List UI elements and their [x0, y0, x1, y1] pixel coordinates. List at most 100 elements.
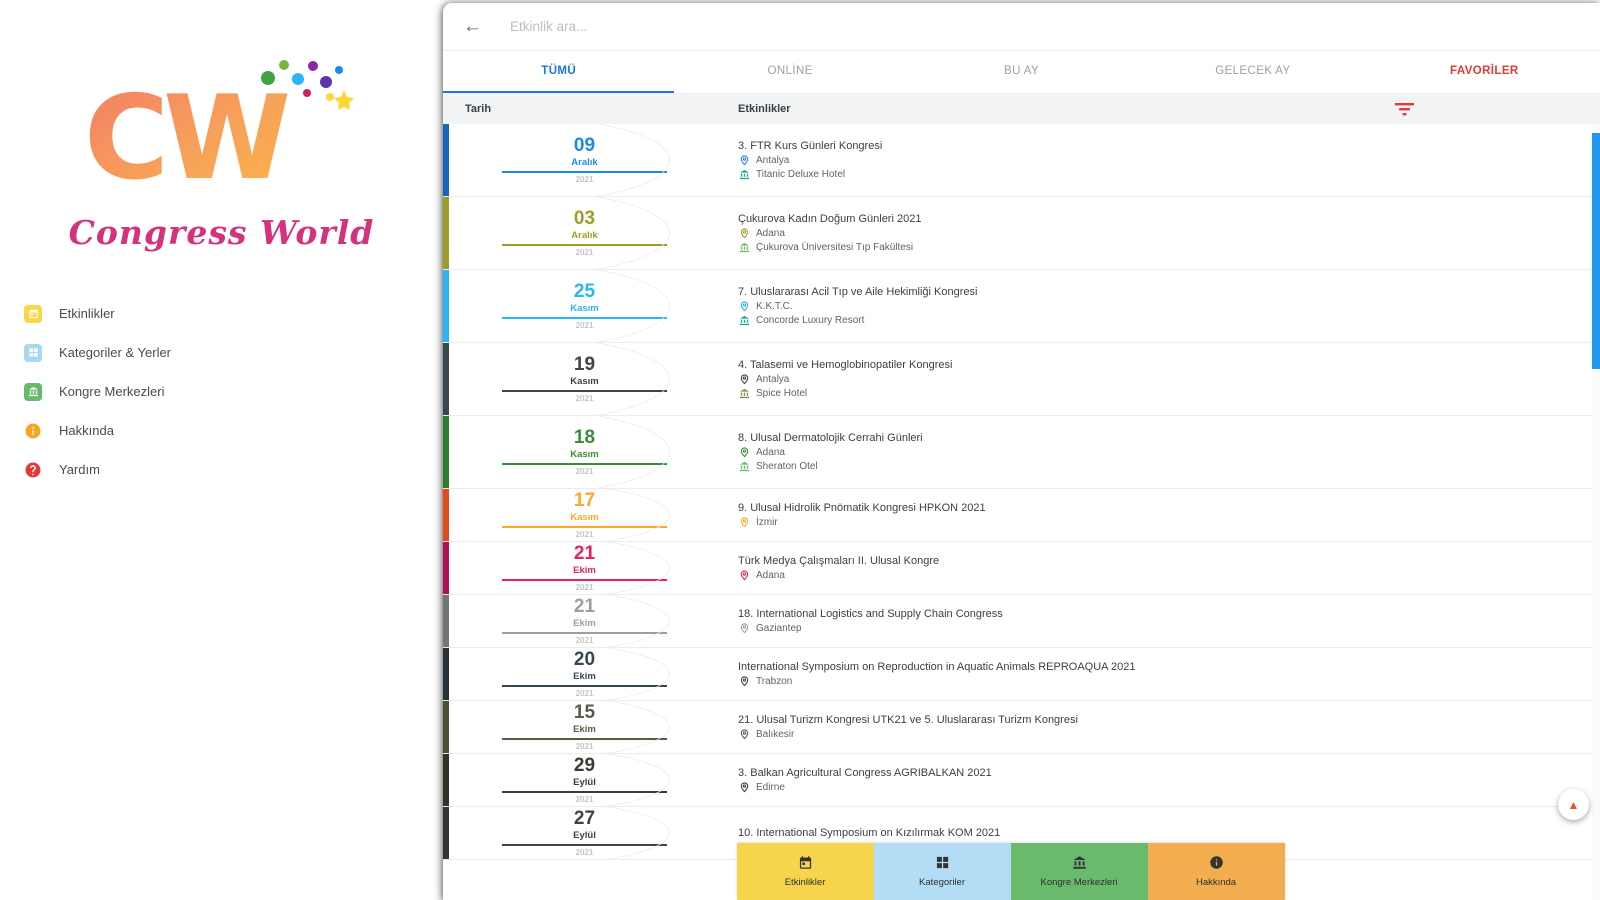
event-info: 10. International Symposium on Kızılırma… [720, 807, 1592, 859]
event-color-bar [443, 754, 449, 806]
event-venue: Spice Hotel [738, 388, 1582, 399]
event-color-bar [443, 542, 449, 594]
tab-favoriler[interactable]: FAVORİLER [1450, 65, 1519, 77]
sidebar-item-label: Kategoriler & Yerler [59, 345, 172, 360]
date-underline [502, 685, 667, 687]
event-year: 2021 [575, 530, 594, 539]
event-date: 20 Ekim 2021 [449, 648, 720, 700]
event-location: Edirne [738, 782, 1582, 793]
scrollbar-thumb[interactable] [1592, 133, 1600, 369]
sidebar-item-kategoriler-yerler[interactable]: Kategoriler & Yerler [24, 333, 443, 372]
filter-icon[interactable] [1394, 102, 1415, 117]
date-underline [502, 171, 667, 173]
back-arrow-icon[interactable]: ← [463, 16, 482, 37]
date-underline [502, 791, 667, 793]
event-venue-name: Sheraton Otel [756, 461, 818, 472]
event-city: Trabzon [756, 676, 793, 687]
event-color-bar [443, 489, 449, 541]
event-month: Kasım [570, 449, 599, 460]
location-pin-icon [738, 228, 750, 239]
location-pin-icon [738, 155, 750, 166]
sidebar-item-hakkinda[interactable]: Hakkında [24, 411, 443, 450]
scrollbar[interactable] [1592, 124, 1600, 900]
event-month: Eylül [573, 830, 596, 841]
date-underline [502, 526, 667, 528]
event-title: 21. Ulusal Turizm Kongresi UTK21 ve 5. U… [738, 714, 1078, 726]
categories-icon [935, 855, 950, 873]
event-month: Ekim [573, 671, 596, 682]
bottom-nav-kategoriler[interactable]: Kategoriler [873, 843, 1011, 900]
table-header: Tarih Etkinlikler [443, 94, 1600, 124]
event-row[interactable]: 19 Kasım 2021 4. Talasemi ve Hemoglobinopat… [443, 343, 1592, 416]
sidebar-item-etkinlikler[interactable]: Etkinlikler [24, 294, 443, 333]
event-city: Edirne [756, 782, 785, 793]
centers-icon [24, 382, 42, 401]
event-month: Eylül [573, 777, 596, 788]
event-color-bar [443, 343, 449, 415]
event-title: 10. International Symposium on Kızılırma… [738, 827, 1001, 839]
event-venue-name: Concorde Luxury Resort [756, 315, 865, 326]
event-month: Aralık [571, 157, 598, 168]
event-row[interactable]: 29 Eylül 2021 3. Balkan Agricultural Congre… [443, 754, 1592, 807]
event-day: 09 [573, 135, 596, 156]
location-pin-icon [738, 301, 750, 312]
event-location: Antalya [738, 155, 1582, 166]
event-row[interactable]: 25 Kasım 2021 7. Uluslararası Acil Tıp ve A… [443, 270, 1592, 343]
event-row[interactable]: 18 Kasım 2021 8. Ulusal Dermatolojik Cerrah… [443, 416, 1592, 489]
date-underline [502, 317, 667, 319]
sidebar-item-label: Yardım [59, 462, 100, 477]
tab-tumu[interactable]: TÜMÜ [443, 51, 675, 93]
event-row[interactable]: 09 Aralık 2021 3. FTR Kurs Günleri Kongresi… [443, 124, 1592, 197]
event-date: 21 Ekim 2021 [449, 542, 720, 594]
venue-building-icon [738, 169, 750, 180]
event-day: 21 [573, 596, 596, 617]
event-row[interactable]: 03 Aralık 2021 Çukurova Kadın Doğum Günleri… [443, 197, 1592, 270]
bottom-nav-etkinlikler[interactable]: Etkinlikler [736, 843, 874, 900]
event-month: Ekim [573, 618, 596, 629]
world-map-dots [260, 60, 354, 110]
event-row[interactable]: 27 Eylül 2021 10. International Symposium o… [443, 807, 1592, 860]
sidebar-item-yardim[interactable]: Yardım [24, 450, 443, 489]
bottom-nav-label: Kongre Merkezleri [1040, 877, 1118, 888]
bottom-nav-hakkinda[interactable]: Hakkında [1147, 843, 1285, 900]
event-month: Aralık [571, 230, 598, 241]
event-date: 15 Ekim 2021 [449, 701, 720, 753]
event-row[interactable]: 21 Ekim 2021 18. International Logistics an… [443, 595, 1592, 648]
event-year: 2021 [575, 742, 594, 751]
event-city: Gaziantep [756, 623, 802, 634]
tab-bu-ay[interactable]: BU AY [1004, 65, 1040, 77]
bottom-nav-kongre-merkezleri[interactable]: Kongre Merkezleri [1010, 843, 1148, 900]
date-underline [502, 463, 667, 465]
date-underline [502, 844, 667, 846]
event-title: 8. Ulusal Dermatolojik Cerrahi Günleri [738, 432, 923, 444]
event-info: Çukurova Kadın Doğum Günleri 2021 Adana Çu… [720, 197, 1592, 269]
event-row[interactable]: 21 Ekim 2021 Türk Medya Çalışmaları II. Ulu… [443, 542, 1592, 595]
tab-online[interactable]: ONLİNE [767, 65, 813, 77]
date-underline [502, 244, 667, 246]
location-pin-icon [738, 729, 750, 740]
sidebar-item-kongre-merkezleri[interactable]: Kongre Merkezleri [24, 372, 443, 411]
event-row[interactable]: 15 Ekim 2021 21. Ulusal Turizm Kongresi UTK… [443, 701, 1592, 754]
location-pin-icon [738, 676, 750, 687]
event-info: 18. International Logistics and Supply C… [720, 595, 1592, 647]
search-input[interactable] [508, 18, 1580, 35]
events-icon [798, 855, 813, 873]
event-venue: Çukurova Üniversitesi Tıp Fakültesi [738, 242, 1582, 253]
event-row[interactable]: 20 Ekim 2021 International Symposium on Rep… [443, 648, 1592, 701]
events-panel: ← TÜMÜ ONLİNE BU AY GELECEK AY FAVORİLER Tar… [443, 3, 1600, 900]
event-title: 3. FTR Kurs Günleri Kongresi [738, 140, 883, 152]
event-city: Antalya [756, 374, 790, 385]
about-icon [24, 422, 42, 440]
search-bar: ← [443, 3, 1600, 51]
event-day: 18 [573, 427, 596, 448]
event-year: 2021 [575, 848, 594, 857]
event-row[interactable]: 17 Kasım 2021 9. Ulusal Hidrolik Pnömatik K… [443, 489, 1592, 542]
tab-gelecek-ay[interactable]: GELECEK AY [1215, 65, 1291, 77]
scroll-top-button[interactable]: ▲ [1558, 789, 1589, 820]
event-year: 2021 [575, 689, 594, 698]
events-column-header: Etkinlikler [738, 103, 791, 115]
event-city: Adana [756, 570, 785, 581]
location-pin-icon [738, 447, 750, 458]
event-city: İzmir [756, 517, 778, 528]
event-date: 21 Ekim 2021 [449, 595, 720, 647]
